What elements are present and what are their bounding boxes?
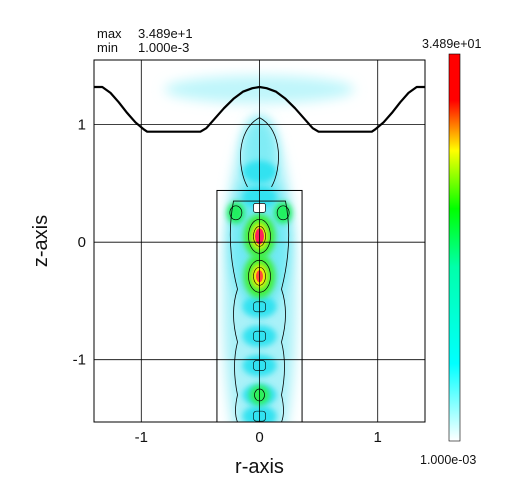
x-axis-label: r-axis <box>235 456 284 478</box>
colorbar-min-label: 1.000e-03 <box>420 453 477 467</box>
contour-hotspot-right <box>276 205 290 221</box>
max-label: max <box>97 26 122 41</box>
x-tick-label: 1 <box>374 429 382 446</box>
min-value: 1.000e-3 <box>138 40 190 55</box>
min-label: min <box>97 40 118 55</box>
y-tick-label: -1 <box>73 352 86 369</box>
max-value: 3.489e+1 <box>138 26 193 41</box>
colorbar <box>448 53 461 442</box>
y-axis-label: z-axis <box>30 215 52 267</box>
colorbar-max-label: 3.489e+01 <box>422 37 482 51</box>
plot-frame <box>93 59 426 423</box>
plot-area: -1 0 1 1 0 -1 r-axis z-axis <box>30 59 426 478</box>
x-tick-label: -1 <box>135 429 148 446</box>
contour-hotspot-left <box>229 205 243 221</box>
contour-column <box>229 200 290 422</box>
x-tick-label: 0 <box>255 429 263 446</box>
y-tick-label: 1 <box>78 117 86 134</box>
y-tick-label: 0 <box>78 234 86 251</box>
